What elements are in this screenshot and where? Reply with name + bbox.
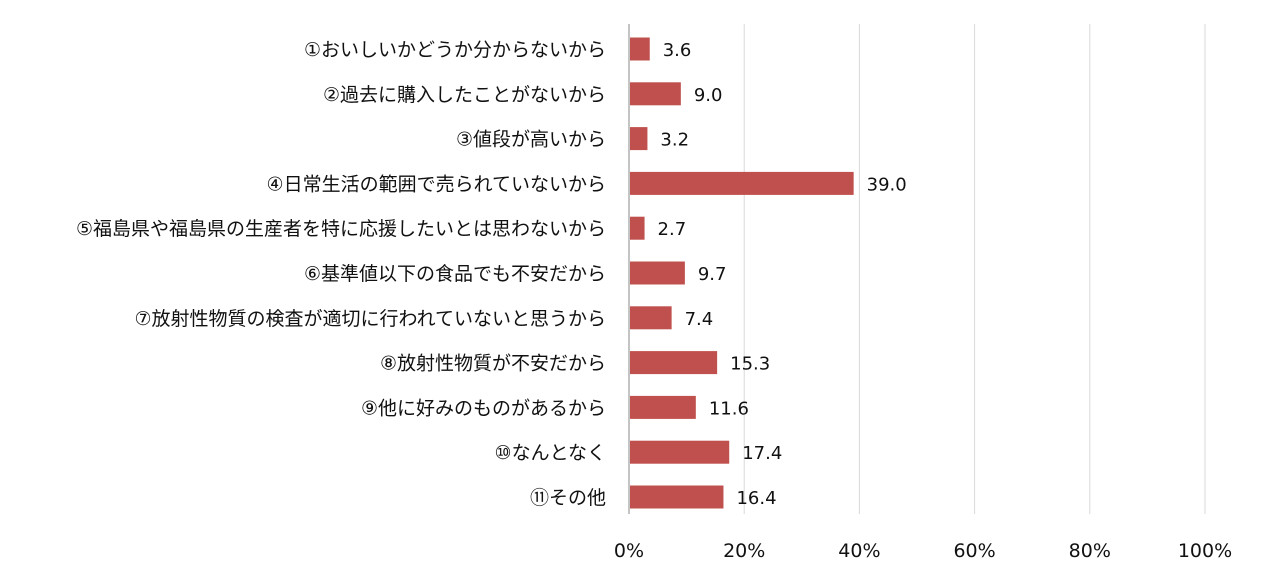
gridlines [628, 24, 1206, 514]
value-label: 16.4 [736, 488, 776, 509]
bar [630, 216, 645, 240]
value-label: 11.6 [709, 398, 749, 419]
x-tick-label: 60% [953, 540, 995, 562]
bar [630, 261, 685, 285]
category-label: ②過去に購入したことがないから [323, 84, 606, 106]
category-label: ⑥基準値以下の食品でも不安だから [304, 263, 606, 285]
bar [630, 440, 730, 464]
x-tick-label: 80% [1069, 540, 1111, 562]
value-label: 39.0 [867, 174, 907, 195]
value-label: 3.6 [663, 40, 692, 61]
value-label: 3.2 [660, 130, 689, 151]
bar [630, 351, 718, 375]
bar [630, 127, 648, 151]
category-label: ⑨他に好みのものがあるから [361, 397, 606, 419]
bar [630, 171, 854, 195]
value-label: 7.4 [685, 309, 714, 330]
category-label: ④日常生活の範囲で売られていないから [267, 173, 606, 195]
value-label: 15.3 [730, 354, 770, 375]
x-tick-label: 100% [1178, 540, 1232, 562]
category-label: ①おいしいかどうか分からないから [304, 39, 606, 61]
category-label: ⑩なんとなく [495, 442, 606, 464]
category-label: ⑤福島県や福島県の生産者を特に応援したいとは思わないから [76, 218, 606, 240]
category-label: ⑦放射性物質の検査が適切に行われていないと思うから [134, 308, 606, 330]
bar [630, 306, 672, 330]
x-axis-tick-labels: 0% 20% 40% 60% 80% 100% [614, 540, 1232, 562]
value-label: 9.0 [694, 85, 723, 106]
bar [630, 82, 681, 106]
category-labels: ①おいしいかどうか分からないから ②過去に購入したことがないから ③値段が高いから ④… [76, 39, 606, 509]
value-label: 17.4 [742, 443, 782, 464]
bar [630, 37, 650, 61]
bars [630, 37, 854, 509]
category-label: ⑪その他 [530, 487, 606, 509]
bar [630, 485, 724, 509]
category-label: ⑧放射性物質が不安だから [380, 353, 606, 375]
value-label: 2.7 [658, 219, 687, 240]
x-tick-label: 20% [723, 540, 765, 562]
bar [630, 395, 696, 419]
x-tick-label: 0% [614, 540, 644, 562]
category-label: ③値段が高いから [456, 129, 606, 151]
value-label: 9.7 [698, 264, 727, 285]
value-labels: 3.6 9.0 3.2 39.0 2.7 9.7 7.4 15.3 11.6 17.4 16.4 [658, 40, 907, 509]
x-tick-label: 40% [838, 540, 880, 562]
